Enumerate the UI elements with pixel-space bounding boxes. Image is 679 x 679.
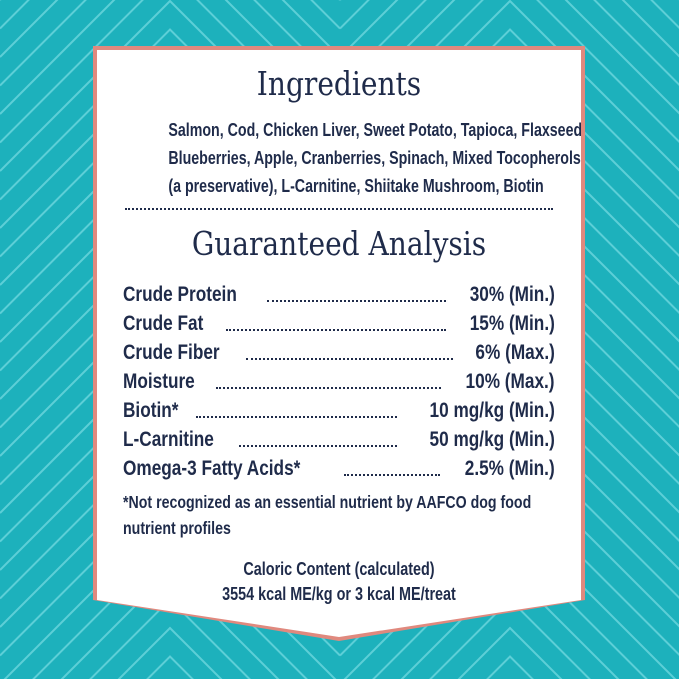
nutrient-name: Crude Protein bbox=[123, 283, 237, 306]
analysis-row: Crude Fiber 6% (Max.) bbox=[123, 338, 555, 367]
nutrient-value: 30% (Min.) bbox=[469, 283, 555, 306]
nutrient-value: 15% (Min.) bbox=[469, 312, 555, 335]
label-panel: Ingredients Salmon, Cod, Chicken Liver, … bbox=[97, 50, 581, 637]
aafco-footnote: *Not recognized as an essential nutrient… bbox=[123, 489, 555, 541]
nutrient-value: 2.5% (Min.) bbox=[465, 457, 555, 480]
dot-leader bbox=[344, 474, 441, 476]
dot-leader bbox=[245, 358, 454, 360]
caloric-content-line: Caloric Content (calculated) bbox=[243, 559, 435, 579]
dot-leader bbox=[195, 416, 398, 418]
analysis-row: Moisture 10% (Max.) bbox=[123, 367, 555, 396]
footnote-line: *Not recognized as an essential nutrient… bbox=[123, 492, 532, 512]
nutrient-value: 50 mg/kg (Min.) bbox=[429, 428, 555, 451]
caloric-content: Caloric Content (calculated) 3554 kcal M… bbox=[123, 557, 555, 607]
caloric-content-line: 3554 kcal ME/kg or 3 kcal ME/treat bbox=[222, 584, 456, 604]
analysis-row: Crude Protein 30% (Min.) bbox=[123, 280, 555, 309]
analysis-row: Biotin* 10 mg/kg (Min.) bbox=[123, 396, 555, 425]
dot-leader bbox=[266, 300, 447, 302]
analysis-row: Omega-3 Fatty Acids* 2.5% (Min.) bbox=[123, 454, 555, 483]
nutrient-name: Crude Fiber bbox=[123, 341, 220, 364]
analysis-row: Crude Fat 15% (Min.) bbox=[123, 309, 555, 338]
nutrient-value: 6% (Max.) bbox=[475, 341, 555, 364]
dot-leader bbox=[215, 387, 442, 389]
analysis-row: L-Carnitine 50 mg/kg (Min.) bbox=[123, 425, 555, 454]
ingredients-text: Salmon, Cod, Chicken Liver, Sweet Potato… bbox=[123, 116, 587, 200]
dot-leader bbox=[238, 445, 398, 447]
ingredients-line: (a preservative), L-Carnitine, Shiitake … bbox=[168, 176, 544, 196]
nutrient-name: Moisture bbox=[123, 370, 195, 393]
nutrient-name: Biotin* bbox=[123, 399, 179, 422]
nutrient-name: L-Carnitine bbox=[123, 428, 214, 451]
guaranteed-analysis-table: Crude Protein 30% (Min.) Crude Fat 15% (… bbox=[123, 280, 555, 483]
nutrient-value: 10% (Max.) bbox=[465, 370, 555, 393]
dot-leader bbox=[226, 329, 447, 331]
ingredients-line: Blueberries, Apple, Cranberries, Spinach… bbox=[168, 148, 581, 168]
ingredients-line: Salmon, Cod, Chicken Liver, Sweet Potato… bbox=[168, 120, 587, 140]
nutrient-name: Crude Fat bbox=[123, 312, 204, 335]
dotted-divider bbox=[125, 208, 553, 210]
nutrient-value: 10 mg/kg (Min.) bbox=[429, 399, 555, 422]
ingredients-title: Ingredients bbox=[256, 64, 422, 103]
nutrient-name: Omega-3 Fatty Acids* bbox=[123, 457, 301, 480]
footnote-line: nutrient profiles bbox=[123, 518, 231, 538]
guaranteed-analysis-title: Guaranteed Analysis bbox=[191, 224, 487, 263]
label-panel-border: Ingredients Salmon, Cod, Chicken Liver, … bbox=[93, 46, 585, 641]
